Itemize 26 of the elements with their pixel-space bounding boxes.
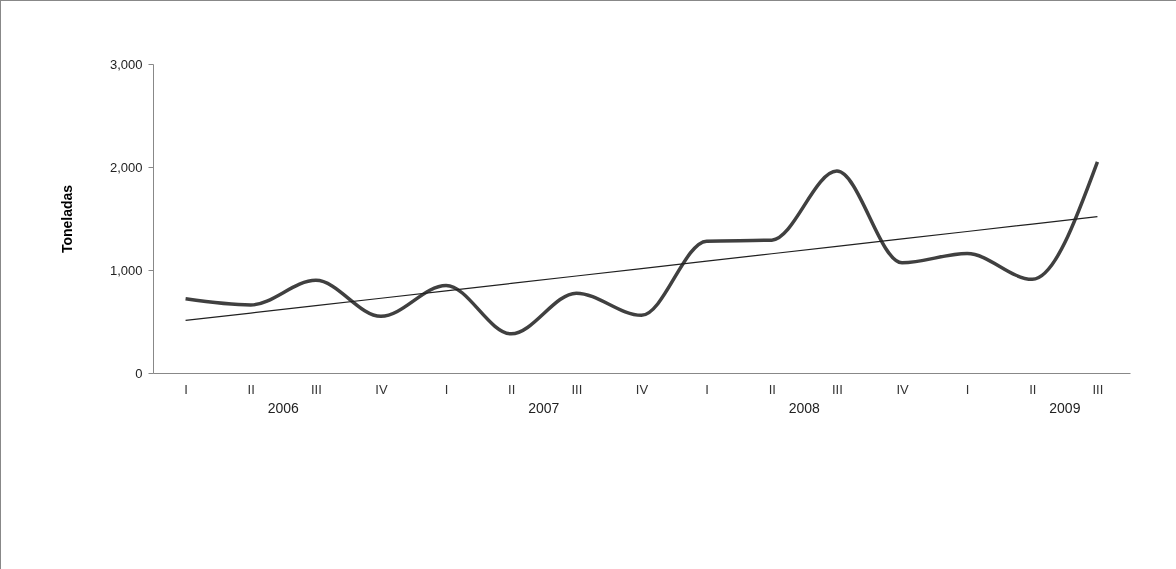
x-tick-label: II <box>1029 381 1037 397</box>
line-series <box>184 216 1099 322</box>
x-tick-label: III <box>1092 381 1104 397</box>
x-tick-label: II <box>508 381 516 397</box>
y-axis-title: Toneladas <box>58 184 75 254</box>
text: 2007 <box>528 400 560 416</box>
x-tick-label: II <box>247 381 255 397</box>
x-tick-label: I <box>444 381 449 397</box>
x-tick-label: II <box>768 381 776 397</box>
x-tick-label: IV <box>375 381 388 397</box>
x-tick-label: I <box>965 381 970 397</box>
x-tick-label: III <box>831 381 843 397</box>
y-tick-label: 2,000 <box>109 159 143 175</box>
x-tick-label: III <box>310 381 322 397</box>
x-tick-label: IV <box>896 381 909 397</box>
text: 2009 <box>1049 400 1081 416</box>
x-tick-label: IV <box>635 381 649 397</box>
x-tick-label: III <box>571 381 583 397</box>
x-tick-label: I <box>705 381 709 397</box>
text: 2006 <box>267 400 300 416</box>
y-tick-label: 3,000 <box>109 56 143 72</box>
text: 2008 <box>788 400 821 416</box>
x-tick-label: I <box>184 381 188 397</box>
y-tick-label: 1,000 <box>109 262 143 278</box>
line-series <box>183 160 1100 336</box>
y-tick-label: 0 <box>135 365 143 381</box>
